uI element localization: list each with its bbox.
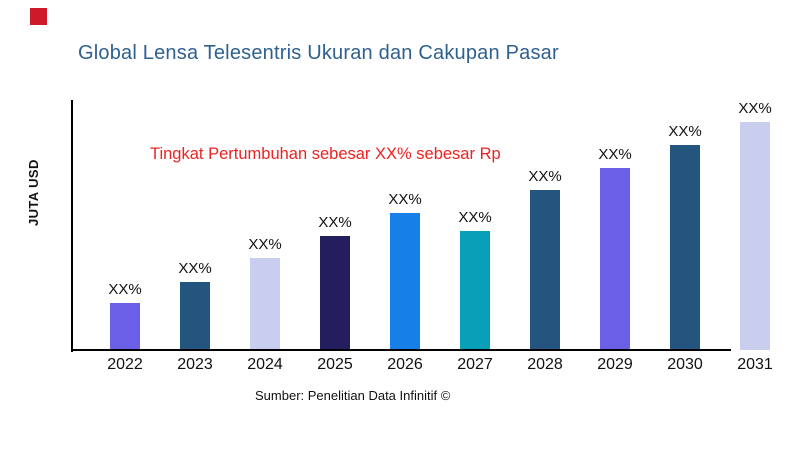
x-tick-2027: 2027 — [457, 356, 493, 373]
x-tick-2029: 2029 — [597, 356, 633, 373]
x-tick-2028: 2028 — [527, 356, 563, 373]
bar-2031 — [740, 122, 770, 350]
x-tick-2023: 2023 — [177, 356, 213, 373]
bar-value-label-2028: XX% — [528, 168, 562, 185]
bar-value-label-2030: XX% — [668, 123, 702, 140]
bar-value-label-2022: XX% — [108, 281, 142, 298]
y-axis-line — [71, 100, 73, 352]
bar-2025 — [320, 236, 350, 350]
bar-value-label-2031: XX% — [738, 100, 772, 117]
source-credit: Sumber: Penelitian Data Infinitif © — [255, 388, 451, 403]
bar-2029 — [600, 168, 630, 350]
bar-2022 — [110, 303, 140, 350]
bar-value-label-2026: XX% — [388, 191, 422, 208]
x-tick-2030: 2030 — [667, 356, 703, 373]
x-tick-2024: 2024 — [247, 356, 283, 373]
plot-area: XX% 2022 XX% 2023 XX% 2024 XX% 2025 XX% 2026 XX% 20… — [71, 100, 773, 373]
y-axis-label: JUTA USD — [26, 159, 41, 227]
x-tick-2031: 2031 — [737, 356, 773, 373]
x-tick-2026: 2026 — [387, 356, 423, 373]
bar-2028 — [530, 190, 560, 350]
x-tick-2025: 2025 — [317, 356, 353, 373]
red-brand-square-icon — [30, 8, 47, 25]
bar-2024 — [250, 258, 280, 350]
bar-value-label-2029: XX% — [598, 146, 632, 163]
growth-rate-annotation: Tingkat Pertumbuhan sebesar XX% sebesar … — [150, 145, 501, 163]
bar-2023 — [180, 282, 210, 350]
bar-2026 — [390, 213, 420, 350]
x-tick-2022: 2022 — [107, 356, 143, 373]
x-axis-line — [71, 349, 731, 351]
bar-value-label-2024: XX% — [248, 236, 282, 253]
bar-value-label-2023: XX% — [178, 260, 212, 277]
bar-value-label-2027: XX% — [458, 209, 492, 226]
bar-value-label-2025: XX% — [318, 214, 352, 231]
bar-2027 — [460, 231, 490, 350]
chart-title: Global Lensa Telesentris Ukuran dan Caku… — [78, 42, 559, 64]
bar-2030 — [670, 145, 700, 350]
